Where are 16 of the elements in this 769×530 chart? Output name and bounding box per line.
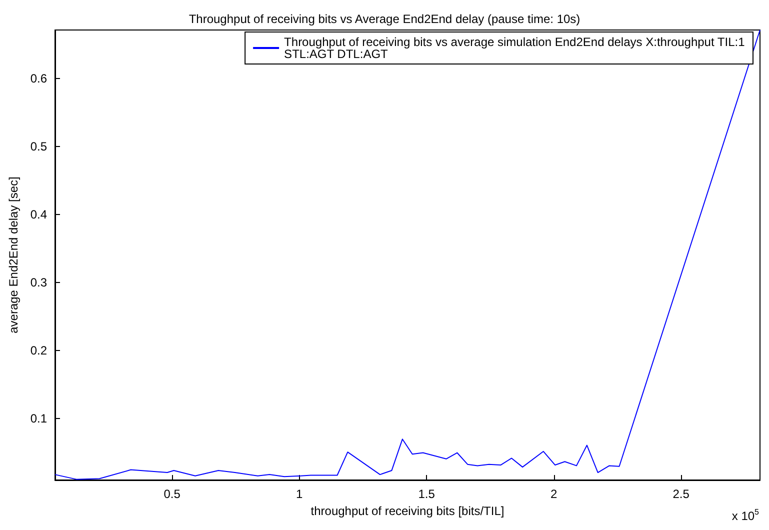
y-axis-title: average End2End delay [sec]: [6, 176, 20, 334]
chart-title: Throughput of receiving bits vs Average End2End delay (pause time: 10s): [188, 12, 580, 26]
y-tick-label: 0.4: [30, 207, 48, 222]
y-tick-label: 0.2: [30, 344, 48, 358]
x-tick-label: 2.5: [672, 487, 690, 501]
x-tick-label: 2: [550, 487, 558, 501]
legend-label: Throughput of receiving bits vs average simulation End2End delays X:throughput TIL:1 STL:AGT DTL:AGT: [284, 35, 746, 61]
x-tick-label: 1: [296, 487, 303, 501]
x-tick-label: 1.5: [418, 487, 436, 501]
y-tick-label: 0.3: [30, 276, 48, 290]
x-axis-title: throughput of receiving bits [bits/TIL]: [310, 504, 504, 518]
y-tick-label: 0.1: [30, 412, 48, 426]
y-tick-label: 0.5: [30, 139, 48, 154]
x-tick-label: 0.5: [164, 487, 181, 501]
y-tick-label: 0.6: [30, 71, 48, 86]
line-series: [54, 30, 760, 480]
